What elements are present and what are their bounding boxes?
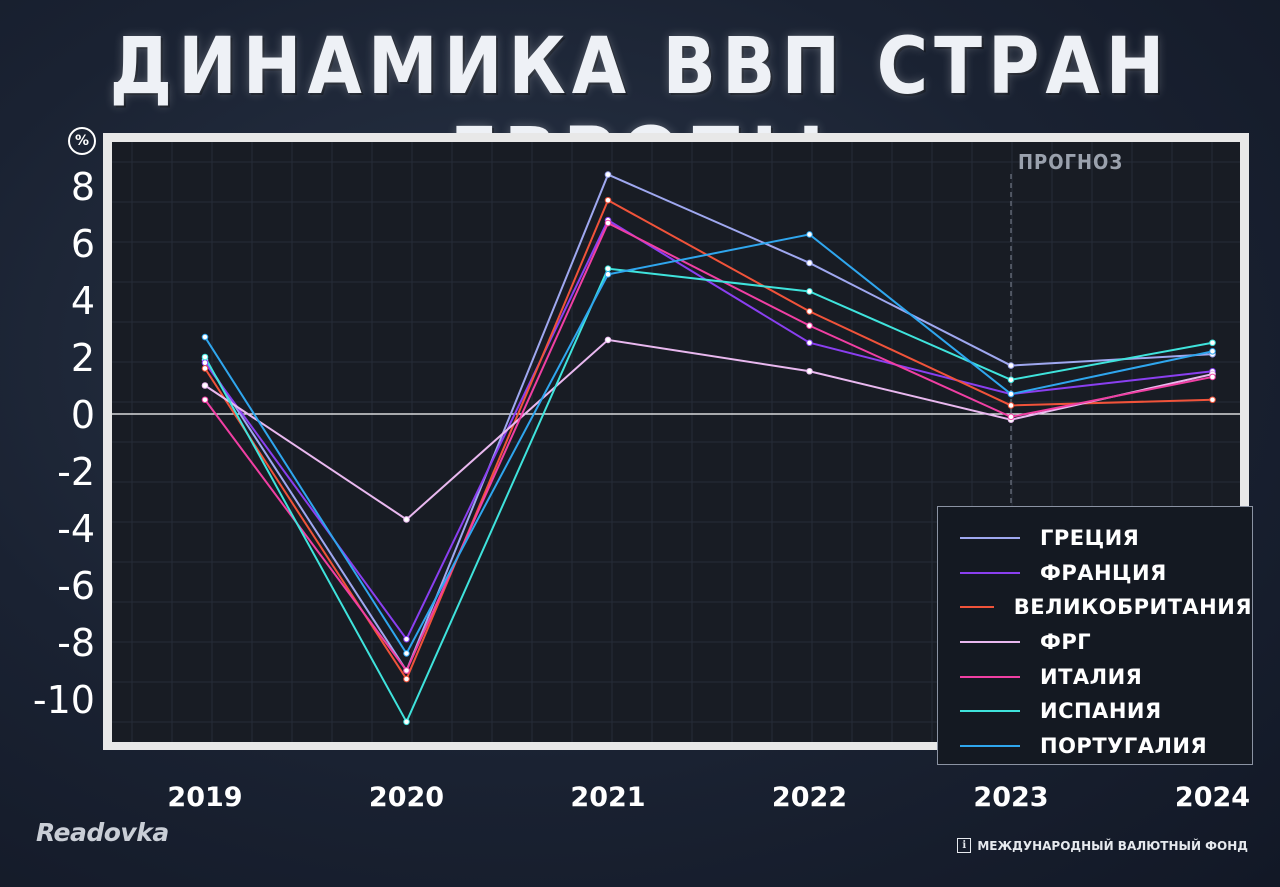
data-point [604,265,612,272]
data-point [604,171,612,178]
legend-item: ИТАЛИЯ [960,659,1252,694]
data-point [201,365,209,372]
data-point [403,675,410,683]
x-tick-label: 2021 [570,782,645,813]
data-point [1007,390,1015,398]
data-point [806,259,813,267]
data-point [1209,396,1216,404]
legend-swatch [960,571,1020,574]
series-line [204,338,1213,521]
legend-item: ФРАНЦИЯ [960,556,1252,591]
data-point [201,333,209,341]
y-tick-label: -4 [57,507,95,551]
data-point [403,650,410,657]
data-point [1209,348,1216,355]
legend-item: ВЕЛИКОБРИТАНИЯ [960,590,1252,625]
unit-badge: % [68,127,96,155]
chart-legend: ГРЕЦИЯ ФРАНЦИЯ ВЕЛИКОБРИТАНИЯ ФРГ ИТАЛИЯ ИСПА… [937,506,1253,765]
source-note: i МЕЖДУНАРОДНЫЙ ВАЛЮТНЫЙ ФОНД [957,838,1248,853]
series-line [204,173,1213,673]
legend-item: ГРЕЦИЯ [960,521,1252,556]
legend-label: ФРГ [1040,630,1092,655]
y-tick-label: 8 [71,165,95,209]
forecast-label: ПРОГНОЗ [1018,150,1124,174]
data-point [403,718,410,726]
legend-item: ФРГ [960,625,1252,660]
data-point [1007,362,1015,369]
series-line [204,218,1213,642]
data-point [1007,376,1015,384]
data-point [604,219,612,227]
y-tick-label: 4 [71,279,95,323]
x-tick-label: 2022 [772,782,847,813]
legend-item: ПОРТУГАЛИЯ [960,729,1252,764]
data-point [201,359,209,367]
data-point [806,322,813,329]
y-tick-label: -2 [57,450,95,494]
data-point [806,339,813,347]
series-line [204,267,1213,725]
legend-swatch [960,675,1020,678]
source-text: МЕЖДУНАРОДНЫЙ ВАЛЮТНЫЙ ФОНД [977,838,1248,853]
x-tick-label: 2020 [369,782,444,813]
y-tick-label: -8 [57,621,95,665]
y-tick-label: -6 [57,564,95,608]
data-point [1007,402,1015,409]
data-point [403,516,410,523]
legend-label: ГРЕЦИЯ [1040,526,1140,551]
legend-label: ИТАЛИЯ [1040,664,1143,689]
data-point [201,353,209,361]
y-tick-label: 6 [71,222,95,266]
readovka-logo: Readovka [36,818,169,847]
legend-swatch [960,606,994,609]
legend-swatch [960,641,1020,644]
data-point [403,635,410,643]
data-point [806,288,813,295]
x-tick-label: 2023 [973,782,1048,813]
legend-swatch [960,710,1020,713]
legend-label: ИСПАНИЯ [1040,699,1162,724]
legend-swatch [960,537,1020,540]
series-line [204,198,1213,682]
data-point [806,367,813,375]
y-tick-label: 2 [71,336,95,380]
legend-item: ИСПАНИЯ [960,694,1252,729]
data-point [604,336,612,344]
data-point [1209,373,1216,381]
x-tick-label: 2024 [1175,782,1250,813]
legend-swatch [960,744,1020,747]
legend-label: ФРАНЦИЯ [1040,560,1167,585]
data-point [201,396,209,404]
data-point [1007,413,1015,421]
data-point [604,196,612,204]
data-point [403,667,410,674]
data-point [806,231,813,238]
info-icon: i [957,838,972,853]
data-point [1209,339,1216,347]
y-tick-label: -10 [33,678,95,722]
data-point [604,271,612,278]
x-tick-label: 2019 [167,782,242,813]
y-tick-label: 0 [71,393,95,437]
series-line [204,233,1213,656]
legend-label: ВЕЛИКОБРИТАНИЯ [1013,595,1252,620]
series-line [204,221,1213,673]
data-point [806,308,813,315]
data-point [201,382,209,389]
legend-label: ПОРТУГАЛИЯ [1040,733,1208,758]
